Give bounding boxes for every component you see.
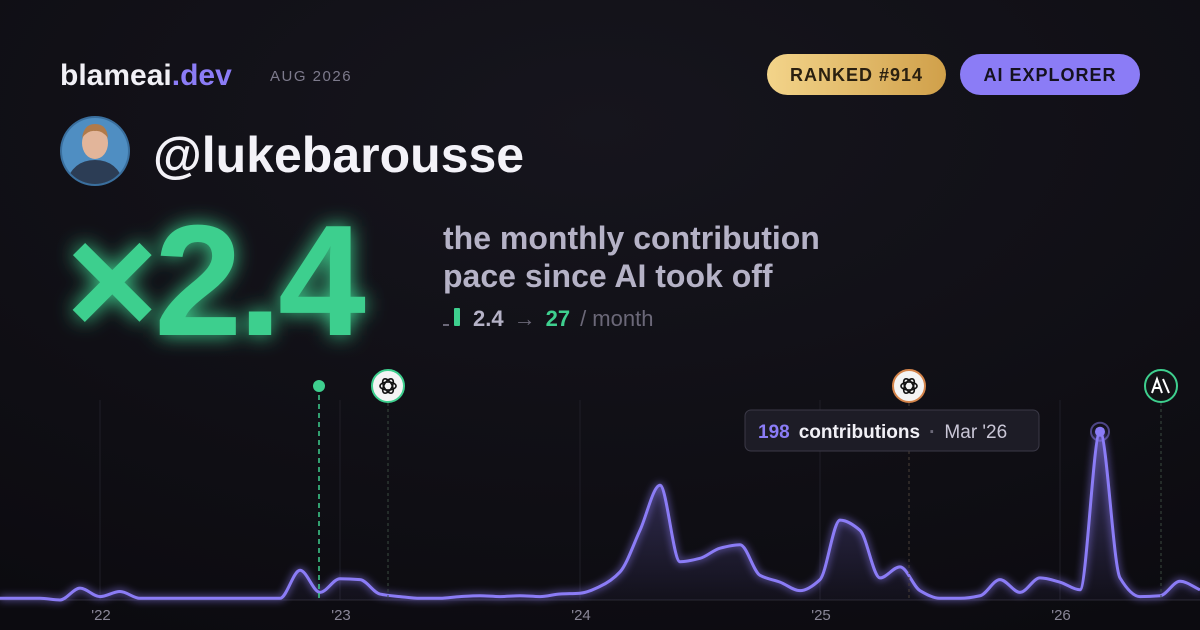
brand-suffix: .dev: [172, 59, 232, 92]
ai-start-dot: [313, 380, 325, 392]
anthropic-glyph: [1151, 376, 1170, 394]
multiplier: ×2.4: [66, 193, 366, 369]
unit: / month: [580, 306, 653, 331]
tooltip-value: 198: [758, 422, 790, 443]
highlight-point: [1095, 426, 1105, 437]
period: AUG 2026: [270, 68, 352, 85]
stats: 2.4 → 27 / month: [473, 306, 653, 331]
openai-glyph: [900, 377, 918, 395]
rank-badge: RANKED #914: [790, 65, 923, 85]
after: 27: [546, 306, 570, 331]
x-tick-label: '25: [811, 607, 831, 624]
brand-name: blameai: [60, 59, 172, 92]
x-tick-label: '23: [331, 607, 351, 624]
before: 2.4: [473, 306, 504, 331]
username: @lukebarousse: [153, 127, 524, 183]
openai-icon: [371, 369, 405, 403]
before-icon: [443, 324, 449, 326]
tier-badge-bg: [960, 54, 1140, 95]
anthropic-icon: [1144, 369, 1178, 403]
openai-icon: [892, 369, 926, 403]
caption-line: the monthly contribution: [443, 220, 820, 256]
tooltip-text: 198 contributions · Mar '26: [758, 422, 1007, 443]
x-tick-label: '22: [91, 607, 111, 624]
tooltip-date: Mar '26: [944, 422, 1007, 443]
chart: '22 '23 '24 '25 '26: [0, 400, 1200, 624]
tooltip-separator: ·: [929, 422, 935, 443]
tooltip-label: contributions: [799, 422, 920, 443]
event-markers: [313, 369, 1178, 600]
highlight-ring: [1090, 421, 1110, 442]
openai-glyph: [379, 377, 397, 395]
after-icon: [454, 308, 460, 326]
tier-badge: AI EXPLORER: [983, 65, 1116, 85]
line: [0, 430, 1200, 602]
tooltip-bg: [744, 409, 1040, 452]
arrow: →: [514, 306, 536, 331]
rank-badge-bg: [767, 54, 946, 95]
x-tick-label: '26: [1051, 607, 1071, 624]
caption-line: pace since AI took off: [443, 258, 773, 294]
x-tick-label: '24: [571, 607, 591, 624]
brand: blameai.dev: [60, 59, 232, 92]
tooltip: 198 contributions · Mar '26: [744, 409, 1040, 452]
